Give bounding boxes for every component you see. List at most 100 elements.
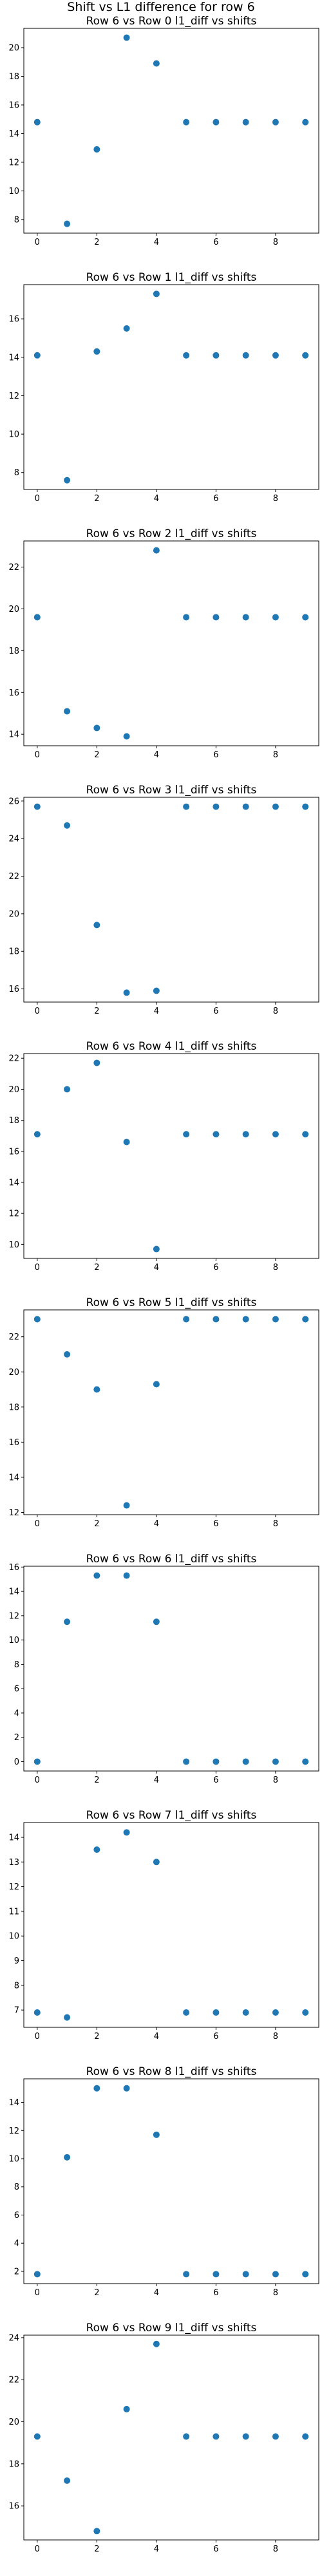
x-tick-label: 8 xyxy=(273,750,278,760)
x-tick-label: 8 xyxy=(273,1519,278,1529)
figure-suptitle: Shift vs L1 difference for row 6 xyxy=(67,0,254,14)
axes-frame xyxy=(23,284,319,490)
data-point xyxy=(153,60,160,67)
x-tick-label: 6 xyxy=(213,750,218,760)
data-point xyxy=(302,614,309,621)
y-tick-label: 20 xyxy=(8,2418,19,2427)
x-tick-label: 4 xyxy=(154,2544,159,2554)
data-point xyxy=(123,1139,130,1146)
axes-frame xyxy=(23,797,319,1003)
y-tick-label: 6 xyxy=(14,1685,19,1694)
data-point xyxy=(272,2433,279,2440)
x-tick-label: 2 xyxy=(94,2544,99,2554)
data-point xyxy=(93,1386,100,1393)
x-tick-label: 4 xyxy=(154,494,159,504)
x-tick-label: 0 xyxy=(35,1263,40,1273)
data-point xyxy=(33,2271,41,2278)
y-tick-label: 14 xyxy=(8,1587,19,1597)
y-tick-label: 12 xyxy=(8,1882,19,1892)
data-point xyxy=(302,803,309,810)
data-point xyxy=(272,2271,279,2278)
y-tick-label: 20 xyxy=(8,44,19,53)
data-point xyxy=(272,614,279,621)
x-tick-label: 6 xyxy=(213,2288,218,2298)
subplot-title: Row 6 vs Row 8 l1_diff vs shifts xyxy=(86,2065,257,2078)
data-point xyxy=(33,1316,41,1323)
x-tick-label: 2 xyxy=(94,1007,99,1016)
data-point xyxy=(123,1829,130,1836)
x-tick-label: 2 xyxy=(94,238,99,247)
x-tick-label: 0 xyxy=(35,2032,40,2041)
subplot-title: Row 6 vs Row 7 l1_diff vs shifts xyxy=(86,1809,257,1822)
data-point xyxy=(183,2271,190,2278)
y-tick-label: 4 xyxy=(14,1709,19,1718)
y-tick-label: 16 xyxy=(8,1147,19,1157)
data-point xyxy=(123,1502,130,1509)
y-tick-label: 14 xyxy=(8,2098,19,2108)
data-point xyxy=(272,118,279,126)
data-point xyxy=(213,352,220,359)
x-tick-label: 0 xyxy=(35,1007,40,1016)
x-tick-label: 0 xyxy=(35,750,40,760)
y-tick-label: 12 xyxy=(8,1508,19,1518)
data-point xyxy=(302,1758,309,1765)
y-tick-label: 14 xyxy=(8,730,19,740)
x-tick-label: 2 xyxy=(94,494,99,504)
x-tick-label: 8 xyxy=(273,2032,278,2041)
data-point xyxy=(153,2340,160,2347)
data-point xyxy=(33,352,41,359)
y-tick-label: 7 xyxy=(14,2006,19,2016)
data-point xyxy=(302,118,309,126)
axes-frame xyxy=(23,2078,319,2284)
x-tick-label: 2 xyxy=(94,1776,99,1785)
data-point xyxy=(183,614,190,621)
subplot-title: Row 6 vs Row 4 l1_diff vs shifts xyxy=(86,1040,257,1053)
y-tick-label: 22 xyxy=(8,2376,19,2385)
x-tick-label: 4 xyxy=(154,1776,159,1785)
subplot-title: Row 6 vs Row 2 l1_diff vs shifts xyxy=(86,527,257,540)
data-point xyxy=(183,2009,190,2016)
data-point xyxy=(302,352,309,359)
x-tick-label: 4 xyxy=(154,238,159,247)
axes-frame xyxy=(23,1309,319,1515)
y-tick-label: 14 xyxy=(8,129,19,139)
y-tick-label: 20 xyxy=(8,909,19,919)
x-tick-label: 6 xyxy=(213,2544,218,2554)
data-point xyxy=(272,1131,279,1138)
y-tick-label: 18 xyxy=(8,72,19,82)
data-point xyxy=(242,118,249,126)
subplot-title: Row 6 vs Row 9 l1_diff vs shifts xyxy=(86,2322,257,2334)
y-tick-label: 18 xyxy=(8,947,19,957)
x-tick-label: 0 xyxy=(35,494,40,504)
data-point xyxy=(123,989,130,996)
y-tick-label: 12 xyxy=(8,392,19,401)
data-point xyxy=(272,2009,279,2016)
data-point xyxy=(213,1131,220,1138)
y-tick-label: 16 xyxy=(8,1563,19,1573)
data-point xyxy=(183,1316,190,1323)
y-tick-label: 9 xyxy=(14,1956,19,1966)
y-tick-label: 0 xyxy=(14,1757,19,1767)
y-tick-label: 6 xyxy=(14,2211,19,2221)
y-tick-label: 22 xyxy=(8,872,19,882)
x-tick-label: 6 xyxy=(213,1519,218,1529)
data-point xyxy=(153,2131,160,2138)
y-tick-label: 24 xyxy=(8,2333,19,2343)
data-point xyxy=(93,2528,100,2535)
data-point xyxy=(242,1316,249,1323)
x-tick-label: 8 xyxy=(273,2288,278,2298)
y-tick-label: 18 xyxy=(8,1116,19,1126)
x-tick-label: 6 xyxy=(213,494,218,504)
x-tick-label: 4 xyxy=(154,1007,159,1016)
x-tick-label: 8 xyxy=(273,2544,278,2554)
data-point xyxy=(123,34,130,41)
y-tick-label: 20 xyxy=(8,605,19,614)
data-point xyxy=(64,1086,71,1093)
data-point xyxy=(33,614,41,621)
data-point xyxy=(123,2085,130,2092)
data-point xyxy=(302,2271,309,2278)
data-point xyxy=(123,1572,130,1579)
